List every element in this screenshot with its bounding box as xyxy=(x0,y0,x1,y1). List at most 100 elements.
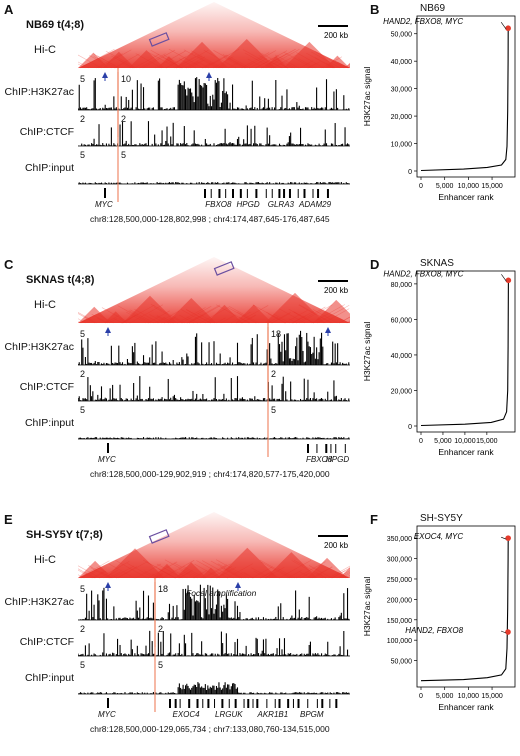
hic-texture xyxy=(90,567,110,579)
hic-domain xyxy=(200,567,222,578)
gene-label-right: HPGD xyxy=(236,200,260,209)
hic-texture xyxy=(179,55,203,69)
x-tick-label: 5,000 xyxy=(436,693,454,700)
hic-texture xyxy=(292,310,315,324)
hic-texture xyxy=(179,314,194,324)
track-scale-value: 2 xyxy=(80,624,86,634)
hic-texture xyxy=(284,310,308,324)
rank-chart-title: SH-SY5Y xyxy=(420,513,463,524)
track-scale-value: 5 xyxy=(80,405,86,415)
hic-texture xyxy=(164,559,198,579)
hic-domain xyxy=(105,548,165,578)
highlight-label: HAND2, FBXO8, MYC xyxy=(383,269,463,278)
hic-texture xyxy=(291,316,305,324)
anchor-arrow xyxy=(325,327,331,333)
hic-texture xyxy=(347,66,350,69)
hic-texture xyxy=(255,50,288,69)
hic-texture xyxy=(300,572,311,579)
hic-texture xyxy=(215,559,250,579)
y-tick-label: 20,000 xyxy=(391,388,413,395)
hic-texture xyxy=(165,52,194,69)
plot-frame xyxy=(416,270,516,433)
hic-texture xyxy=(78,54,102,69)
hic-domain xyxy=(265,552,318,578)
hic-texture xyxy=(249,57,268,69)
highlight-leader xyxy=(501,274,507,282)
hic-texture xyxy=(85,572,96,579)
hic-texture xyxy=(80,314,97,324)
hic-texture xyxy=(186,315,200,324)
hic-texture xyxy=(311,304,345,324)
hic-texture xyxy=(258,55,282,69)
hic-texture xyxy=(115,560,148,579)
gene-label-right: EXOC4 xyxy=(172,710,200,719)
x-axis-label: Enhancer rank xyxy=(438,702,494,712)
hic-texture xyxy=(78,312,98,324)
hic-texture xyxy=(88,565,112,579)
hic-texture xyxy=(255,55,279,69)
hic-texture xyxy=(228,307,256,324)
hic-texture xyxy=(215,573,224,579)
hic-domain xyxy=(78,306,111,323)
hic-texture xyxy=(128,310,152,324)
hic-texture xyxy=(201,560,234,579)
hic-texture xyxy=(147,561,178,579)
hic-domain xyxy=(264,292,326,323)
hic-texture xyxy=(244,50,277,69)
hic-texture xyxy=(228,305,260,324)
hic-texture xyxy=(153,572,163,579)
x-tick-label: 10,000 xyxy=(458,693,480,700)
hic-domain xyxy=(102,51,136,68)
y-tick-label: 80,000 xyxy=(391,282,413,289)
hic-texture xyxy=(78,560,110,579)
hic-texture xyxy=(260,572,270,579)
hic-texture xyxy=(238,316,250,324)
hic-texture xyxy=(228,57,247,69)
hic-texture xyxy=(190,59,205,69)
hic-domain xyxy=(122,295,178,323)
hic-texture xyxy=(273,313,290,324)
hic-texture xyxy=(155,573,164,579)
interaction-box xyxy=(213,261,235,276)
track-scale-value: 5 xyxy=(80,74,86,84)
hic-texture xyxy=(278,58,295,69)
track-label: ChIP:CTCF xyxy=(19,636,74,648)
hic-texture xyxy=(344,574,350,579)
highlight-label: EXOC4, MYC xyxy=(414,532,464,541)
hic-tracks-svg: 200 kb xyxy=(78,257,350,392)
hic-texture xyxy=(127,563,154,579)
hic-label: Hi-C xyxy=(34,44,56,56)
chip-tracks-svg xyxy=(78,582,350,712)
hic-texture xyxy=(260,53,288,69)
hic-texture xyxy=(226,563,253,579)
hic-texture xyxy=(253,570,267,579)
hic-texture xyxy=(212,56,234,69)
hic-texture xyxy=(129,304,164,324)
hic-texture xyxy=(308,565,332,579)
hic-texture xyxy=(113,53,140,69)
y-tick-label: 60,000 xyxy=(391,317,413,324)
x-tick-label: 5,000 xyxy=(436,183,454,190)
hic-texture xyxy=(299,571,312,579)
hic-texture xyxy=(158,568,175,579)
hic-domain xyxy=(175,41,229,68)
track-scale-value: 5 xyxy=(80,329,86,339)
gene-label-right: AKR1B1 xyxy=(257,710,289,719)
hic-texture xyxy=(275,54,299,69)
panel-letter-right: D xyxy=(370,257,380,272)
scalebar-label: 200 kb xyxy=(324,541,349,550)
hic-texture xyxy=(272,312,291,324)
plot-frame xyxy=(416,525,516,688)
y-tick-label: 150,000 xyxy=(387,618,412,625)
y-axis-label: H3K27ac signal xyxy=(362,322,372,382)
x-tick-label: 10,000 xyxy=(454,438,476,445)
hic-texture xyxy=(296,52,325,69)
hic-texture xyxy=(93,53,120,69)
highlight-point xyxy=(505,25,511,32)
y-axis-label: H3K27ac signal xyxy=(362,577,372,637)
hic-texture xyxy=(168,61,180,69)
hic-texture xyxy=(244,52,273,69)
hic-texture xyxy=(216,317,226,324)
hic-domain xyxy=(78,52,109,68)
hic-texture xyxy=(312,566,333,579)
